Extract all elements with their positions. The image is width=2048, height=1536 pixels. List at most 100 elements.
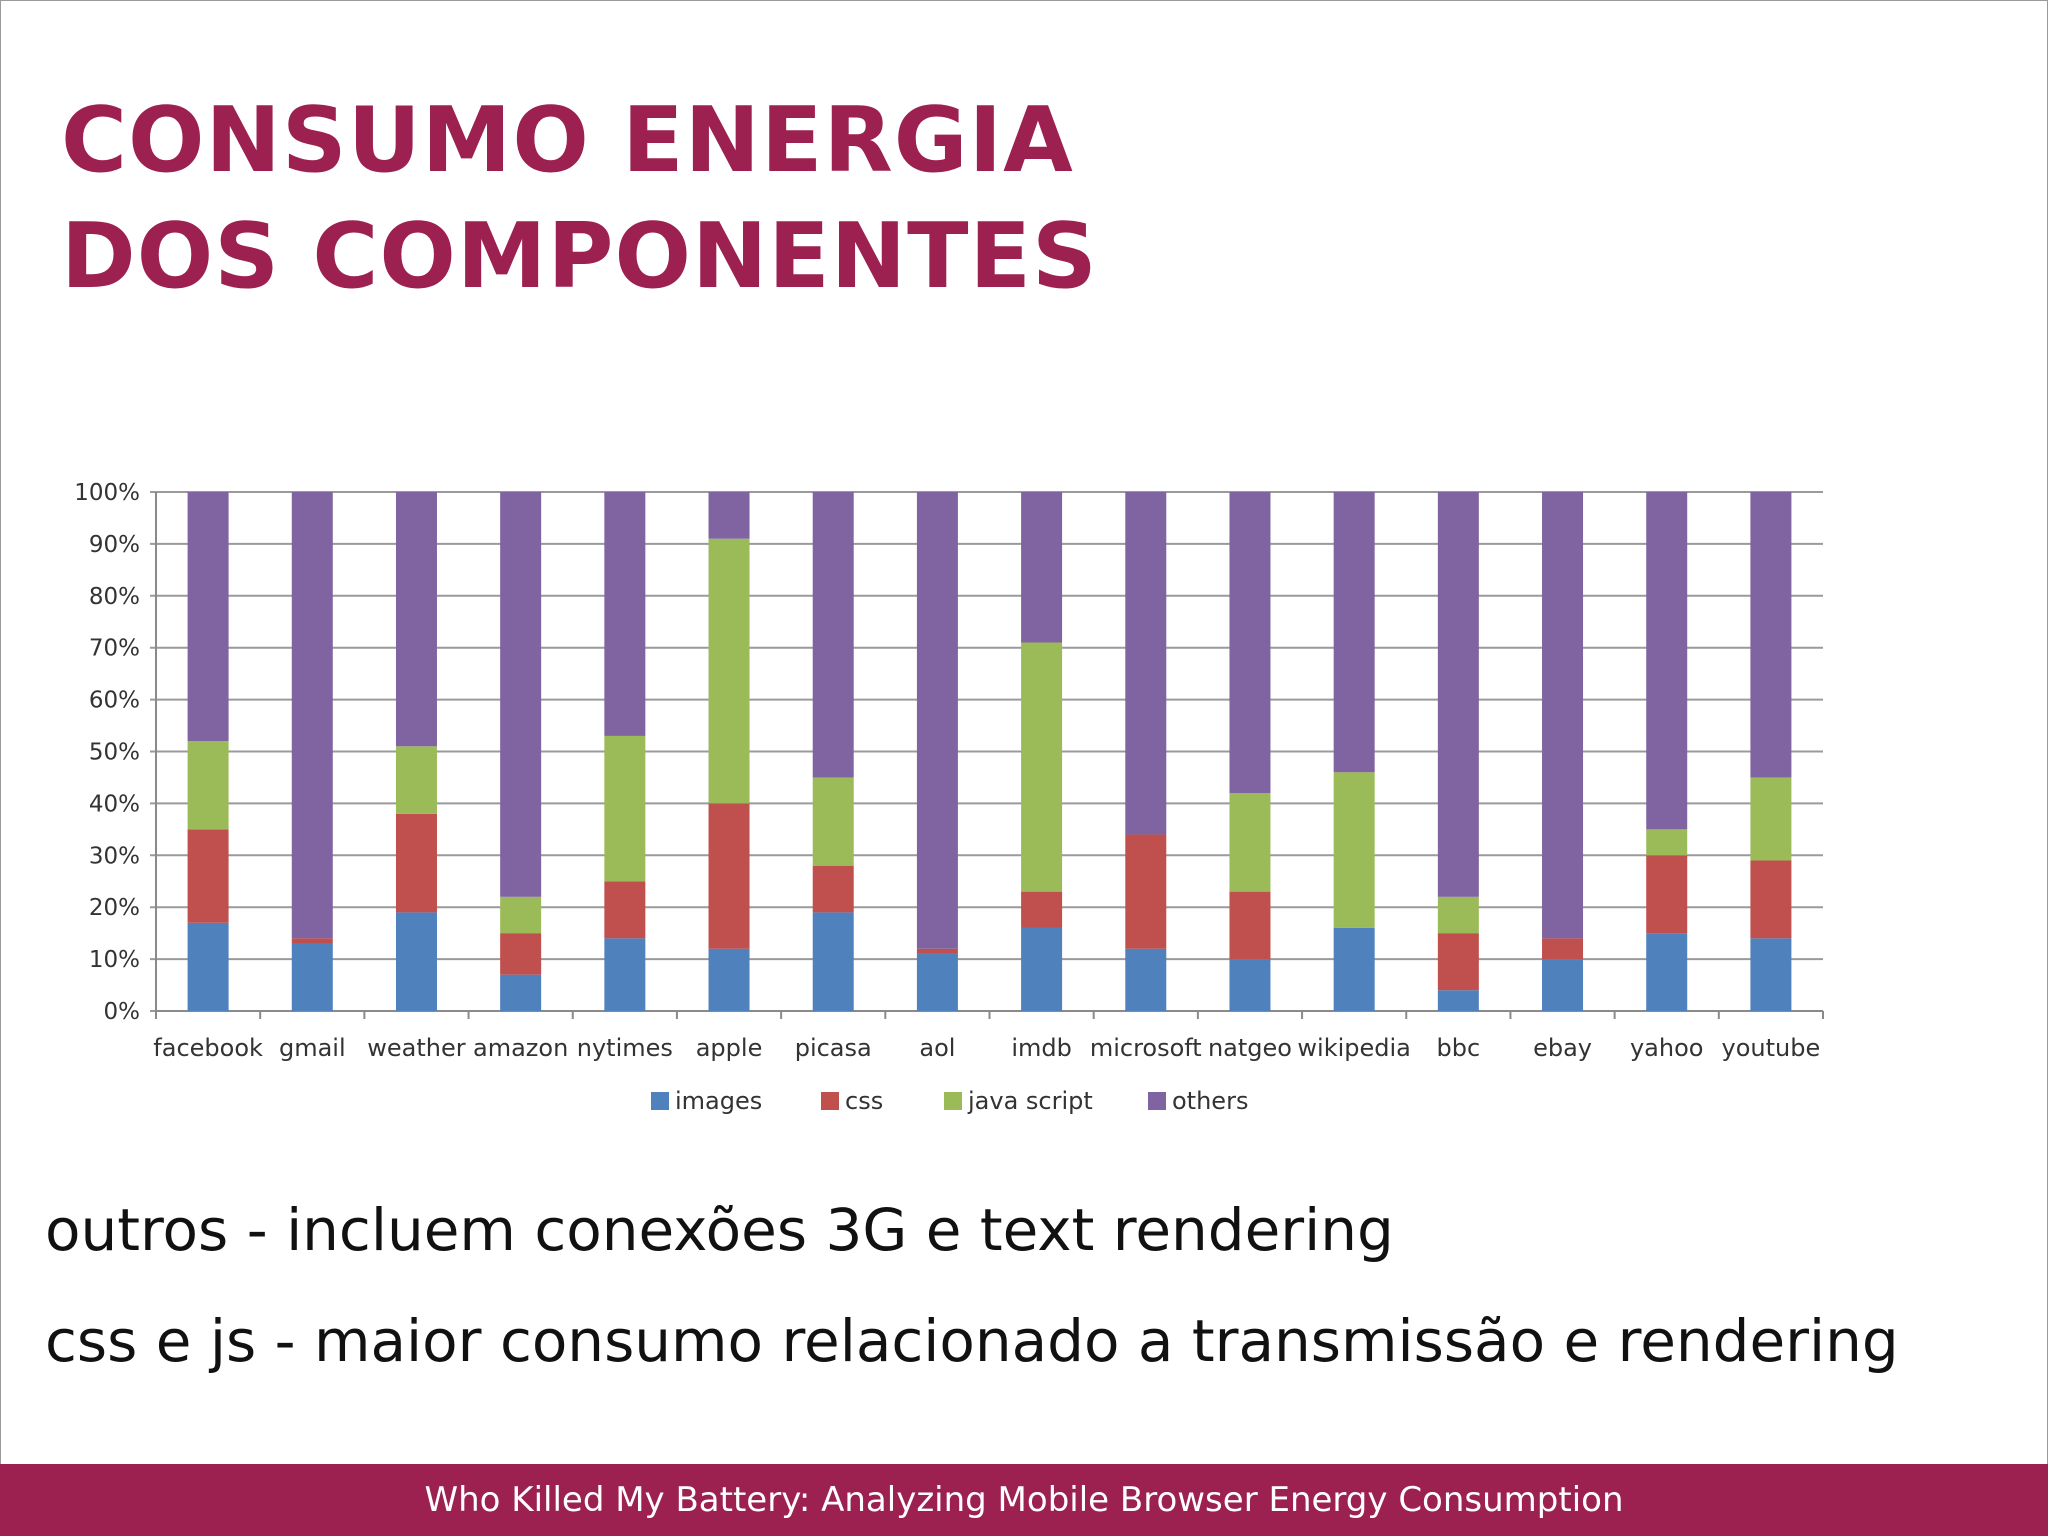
bar-images-natgeo (1229, 959, 1271, 1011)
legend-label: others (1172, 1087, 1248, 1115)
slide-title: CONSUMO ENERGIA DOS COMPONENTES (61, 83, 1098, 315)
bar-java-script-imdb (1021, 642, 1063, 892)
legend-label: images (675, 1087, 762, 1115)
bar-others-natgeo (1229, 492, 1271, 794)
bullet-others: outros - incluem conexões 3G e text rend… (45, 1196, 1394, 1264)
bar-others-imdb (1021, 492, 1063, 643)
y-tick-label: 30% (89, 843, 140, 869)
bar-images-ebay (1542, 959, 1584, 1011)
x-tick-label: ebay (1533, 1034, 1592, 1062)
x-tick-label: youtube (1722, 1034, 1821, 1062)
bar-images-apple (708, 948, 750, 1011)
bar-others-youtube (1750, 492, 1792, 778)
y-tick-label: 20% (89, 895, 140, 921)
x-tick-label: facebook (153, 1034, 263, 1062)
y-tick-label: 10% (89, 947, 140, 973)
bullet-css-js: css e js - maior consumo relacionado a t… (45, 1307, 1899, 1375)
bar-java-script-natgeo (1229, 793, 1271, 892)
bar-others-amazon (500, 492, 542, 897)
bar-java-script-bbc (1437, 896, 1479, 934)
bar-images-wikipedia (1333, 927, 1375, 1011)
bar-css-natgeo (1229, 891, 1271, 960)
x-tick-label: wikipedia (1297, 1034, 1410, 1062)
bar-css-imdb (1021, 891, 1063, 928)
y-tick-label: 40% (89, 791, 140, 817)
legend-label: java script (967, 1087, 1093, 1115)
legend-swatch-css (821, 1092, 839, 1110)
y-tick-label: 80% (89, 584, 140, 610)
x-tick-label: nytimes (577, 1034, 673, 1062)
x-tick-label: bbc (1437, 1034, 1481, 1062)
x-tick-label: yahoo (1630, 1034, 1704, 1062)
legend-swatch-images (651, 1092, 669, 1110)
y-tick-label: 90% (89, 532, 140, 558)
bar-css-yahoo (1646, 855, 1688, 934)
bar-images-weather (395, 912, 437, 1011)
bar-images-youtube (1750, 938, 1792, 1011)
bar-others-weather (395, 492, 437, 747)
legend-swatch-java-script (944, 1092, 962, 1110)
x-tick-label: imdb (1011, 1034, 1072, 1062)
bar-images-imdb (1021, 927, 1063, 1011)
title-line-2: DOS COMPONENTES (61, 204, 1098, 309)
bar-css-weather (395, 813, 437, 913)
stacked-bar-chart: 0% 10% 20% 30% 40% 50% 60% 70% 80% 90% 100% faceboo… (1, 451, 1861, 1141)
bar-java-script-nytimes (604, 735, 646, 882)
bar-css-microsoft (1125, 834, 1167, 949)
y-tick-label: 50% (89, 740, 140, 766)
bar-css-amazon (500, 933, 542, 975)
bar-others-apple (708, 492, 750, 539)
bar-others-wikipedia (1333, 492, 1375, 773)
bar-java-script-wikipedia (1333, 772, 1375, 928)
bar-css-picasa (812, 865, 854, 913)
bar-css-bbc (1437, 933, 1479, 991)
x-tick-label: gmail (279, 1034, 346, 1062)
bar-images-yahoo (1646, 933, 1688, 1011)
x-tick-label: weather (367, 1034, 465, 1062)
bar-images-nytimes (604, 938, 646, 1011)
bar-others-picasa (812, 492, 854, 778)
bar-images-aol (916, 953, 958, 1011)
footer-text: Who Killed My Battery: Analyzing Mobile … (424, 1480, 1624, 1520)
bar-others-microsoft (1125, 492, 1167, 835)
bar-images-amazon (500, 974, 542, 1011)
bar-css-aol (916, 948, 958, 954)
bar-others-gmail (291, 492, 333, 939)
bar-images-bbc (1437, 990, 1479, 1011)
legend-swatch-others (1148, 1092, 1166, 1110)
bar-others-facebook (187, 492, 229, 742)
chart-svg: 0% 10% 20% 30% 40% 50% 60% 70% 80% 90% 100% faceboo… (74, 480, 1824, 1115)
x-tick-label: natgeo (1208, 1034, 1292, 1062)
bar-css-nytimes (604, 881, 646, 939)
bar-css-youtube (1750, 860, 1792, 939)
bar-others-nytimes (604, 492, 646, 736)
x-tick-label: apple (696, 1034, 763, 1062)
legend-label: css (845, 1087, 883, 1115)
bar-java-script-youtube (1750, 777, 1792, 861)
bar-css-gmail (291, 938, 333, 944)
bar-css-ebay (1542, 938, 1584, 960)
bar-others-ebay (1542, 492, 1584, 939)
y-tick-label: 70% (89, 636, 140, 662)
x-tick-label: aol (919, 1034, 955, 1062)
bar-java-script-weather (395, 746, 437, 814)
bar-images-picasa (812, 912, 854, 1011)
y-tick-label: 0% (104, 999, 141, 1025)
bar-others-yahoo (1646, 492, 1688, 830)
y-tick-label: 100% (74, 480, 140, 506)
bar-others-aol (916, 492, 958, 949)
bar-java-script-apple (708, 538, 750, 804)
x-tick-label: picasa (795, 1034, 872, 1062)
bar-images-facebook (187, 922, 229, 1011)
bar-java-script-facebook (187, 741, 229, 830)
x-tick-label: amazon (473, 1034, 568, 1062)
bar-images-gmail (291, 943, 333, 1011)
bar-css-apple (708, 803, 750, 949)
bar-css-facebook (187, 829, 229, 923)
bar-images-microsoft (1125, 948, 1167, 1011)
title-line-1: CONSUMO ENERGIA (61, 88, 1074, 193)
bar-others-bbc (1437, 492, 1479, 897)
bar-java-script-amazon (500, 896, 542, 934)
bar-java-script-picasa (812, 777, 854, 866)
